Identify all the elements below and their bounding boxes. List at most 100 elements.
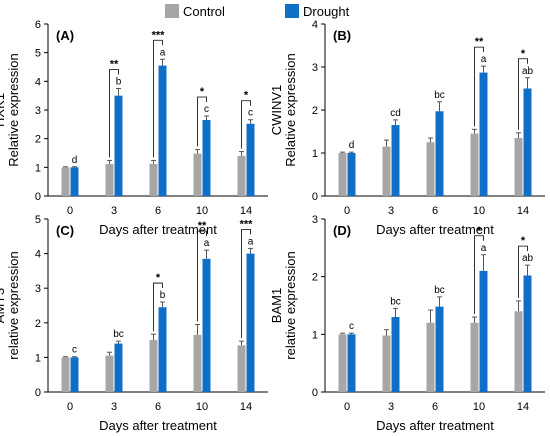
bar-control — [237, 345, 246, 392]
bar-control — [149, 340, 158, 392]
y-axis-label: relative expression — [6, 251, 21, 359]
x-tick-label: 3 — [111, 401, 117, 413]
bar-control — [470, 133, 479, 196]
y-tick-label: 2 — [312, 272, 318, 284]
y-tick-label: 1 — [312, 329, 318, 341]
y-axis-gene-label: AMY3 — [0, 288, 7, 323]
y-tick-label: 2 — [312, 105, 318, 117]
bar-control — [382, 146, 391, 196]
significance-bracket — [518, 58, 528, 130]
x-tick-label: 3 — [388, 401, 394, 413]
x-axis-label: Days after treatment — [376, 222, 494, 237]
significance-letter: a — [481, 54, 487, 65]
bar-control — [61, 167, 70, 196]
y-tick-label: 2 — [35, 134, 41, 146]
significance-letter: a — [481, 243, 487, 254]
x-tick-label: 10 — [196, 401, 208, 413]
significance-bracket — [474, 235, 484, 315]
y-axis-gene-label: HXK1 — [0, 93, 7, 127]
x-tick-label: 0 — [67, 401, 73, 413]
legend-label-control: Control — [183, 4, 225, 19]
bar-control — [514, 137, 523, 196]
y-tick-label: 1 — [312, 148, 318, 160]
y-tick-label: 0 — [312, 191, 318, 203]
significance-bracket — [109, 69, 119, 158]
x-axis-label: Days after treatment — [99, 418, 217, 433]
bar-drought — [158, 65, 167, 196]
panel-d: 0 1 2 3 0 3 6 10 14 BAM1 relative expression (D) Day… — [269, 214, 545, 433]
significance-letter: ab — [522, 253, 534, 264]
bar-drought — [70, 357, 79, 392]
x-tick-label: 10 — [196, 205, 208, 217]
bar-control — [105, 163, 114, 196]
significance-letter: a — [248, 236, 254, 247]
x-tick-label: 3 — [111, 205, 117, 217]
panel-label: (A) — [56, 28, 74, 43]
y-tick-label: 4 — [312, 19, 318, 31]
bar-drought — [479, 270, 488, 392]
significance-letter: ab — [522, 66, 534, 77]
significance-letter: c — [72, 345, 77, 356]
significance-letter: d — [72, 155, 78, 166]
bar-drought — [347, 153, 356, 196]
bar-drought — [435, 306, 444, 392]
x-axis-label: Days after treatment — [99, 222, 217, 237]
y-tick-label: 3 — [35, 283, 41, 295]
panel-a: 0 1 2 3 4 5 6 0 3 6 10 14 HXK1 Relative expression (A)… — [0, 19, 268, 237]
significance-stars: * — [477, 225, 482, 237]
panel-label: (D) — [333, 223, 351, 238]
bar-drought — [347, 334, 356, 392]
bar-drought — [70, 167, 79, 196]
significance-bracket — [153, 39, 163, 158]
y-tick-label: 3 — [312, 214, 318, 226]
bar-drought — [523, 275, 532, 392]
legend-swatch-drought — [285, 4, 299, 18]
significance-letter: b — [116, 77, 122, 88]
bar-drought — [246, 253, 255, 392]
significance-letter: a — [160, 47, 166, 58]
x-tick-label: 14 — [517, 205, 529, 217]
significance-stars: * — [200, 86, 205, 98]
bar-control — [382, 335, 391, 392]
x-tick-label: 10 — [473, 401, 485, 413]
significance-letter: bc — [434, 90, 445, 101]
y-tick-label: 1 — [35, 162, 41, 174]
panel-b: 0 1 2 3 4 0 3 6 10 14 CWINV1 Relative expression (B)… — [269, 19, 545, 237]
significance-bracket — [474, 46, 484, 127]
x-tick-label: 14 — [240, 401, 252, 413]
bar-drought — [479, 72, 488, 196]
bar-drought — [391, 317, 400, 392]
significance-stars: * — [244, 90, 249, 102]
bar-control — [61, 357, 70, 392]
y-axis-gene-label: CWINV1 — [269, 85, 284, 136]
x-tick-label: 0 — [67, 205, 73, 217]
significance-bracket — [241, 100, 251, 149]
significance-letter: bc — [390, 296, 401, 307]
y-tick-label: 5 — [35, 214, 41, 226]
significance-letter: cd — [390, 108, 401, 119]
x-tick-label: 6 — [155, 401, 161, 413]
significance-letter: c — [204, 104, 209, 115]
bar-drought — [158, 307, 167, 392]
bar-control — [338, 153, 347, 196]
bar-drought — [523, 88, 532, 196]
x-tick-label: 14 — [517, 401, 529, 413]
significance-stars: ** — [110, 59, 119, 71]
significance-bracket — [518, 245, 528, 298]
panel-c: 0 1 2 3 4 5 0 3 6 10 14 AMY3 relative expression (C) D… — [0, 214, 268, 433]
significance-stars: ** — [475, 36, 484, 48]
bar-drought — [246, 123, 255, 196]
x-tick-label: 10 — [473, 205, 485, 217]
panel-label: (B) — [333, 28, 351, 43]
bar-control — [338, 334, 347, 392]
significance-stars: *** — [240, 218, 254, 230]
legend-swatch-control — [165, 4, 179, 18]
x-tick-label: 6 — [432, 205, 438, 217]
bar-control — [426, 142, 435, 196]
bar-control — [470, 322, 479, 392]
significance-bracket — [153, 282, 163, 332]
bar-control — [193, 153, 202, 196]
y-axis-label: Relative expression — [283, 53, 298, 166]
significance-stars: * — [521, 235, 526, 247]
